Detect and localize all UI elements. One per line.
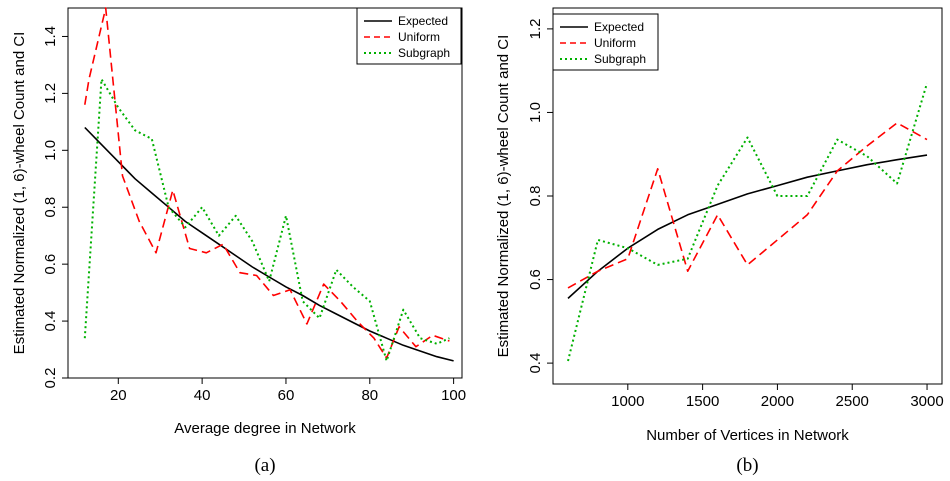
panel-caption: (a) — [254, 455, 275, 476]
x-axis-label: Number of Vertices in Network — [646, 427, 849, 444]
series-line-subgraph — [567, 82, 928, 362]
y-tick-label: 0.6 — [527, 269, 544, 290]
x-tick-label: 60 — [278, 387, 295, 404]
x-tick-label: 20 — [110, 387, 127, 404]
chart-panel-a: 20 40 60 80 100 0.2 0.4 0.6 0.8 1.0 1.2 1.4 Average … — [11, 7, 466, 476]
y-tick-label: 1.4 — [42, 26, 59, 47]
legend: Expected Uniform Subgraph — [552, 13, 659, 71]
legend-label-uniform: Uniform — [594, 36, 636, 50]
series-line-expected — [567, 154, 928, 299]
y-tick-label: 0.4 — [42, 311, 59, 332]
y-tick-label: 0.8 — [527, 186, 544, 207]
x-tick-label: 1000 — [611, 393, 644, 410]
legend-label-subgraph: Subgraph — [398, 46, 450, 60]
legend-label-expected: Expected — [398, 14, 448, 28]
series-line-subgraph — [83, 78, 450, 362]
x-tick-label: 40 — [194, 387, 211, 404]
y-axis-label: Estimated Normalized (1, 6)-wheel Count … — [11, 32, 28, 355]
y-axis-label: Estimated Normalized (1, 6)-wheel Count … — [495, 35, 512, 358]
legend-box — [552, 13, 659, 71]
x-axis-label: Average degree in Network — [174, 420, 356, 437]
y-tick-label: 0.2 — [42, 368, 59, 389]
legend-box — [356, 7, 462, 65]
y-tick-label: 0.6 — [42, 254, 59, 275]
y-tick-label: 1.2 — [527, 18, 544, 39]
x-tick-label: 80 — [361, 387, 378, 404]
x-tick-label: 1500 — [686, 393, 719, 410]
x-tick-label: 100 — [441, 387, 466, 404]
y-tick-label: 0.8 — [42, 197, 59, 218]
y-tick-label: 0.4 — [527, 353, 544, 374]
series-line-expected — [84, 126, 454, 362]
legend: Expected Uniform Subgraph — [356, 7, 462, 65]
x-tick-label: 3000 — [910, 393, 943, 410]
plot-frame — [67, 7, 463, 379]
legend-label-expected: Expected — [594, 20, 644, 34]
x-tick-label: 2000 — [761, 393, 794, 410]
series-line-uniform — [567, 122, 928, 289]
chart-panel-b: 1000 1500 2000 2500 3000 0.4 0.6 0.8 1.0 1.2 Numbe… — [495, 7, 944, 476]
y-tick-label: 1.0 — [42, 140, 59, 161]
legend-label-uniform: Uniform — [398, 30, 440, 44]
panel-caption: (b) — [736, 455, 758, 476]
legend-label-subgraph: Subgraph — [594, 52, 646, 66]
y-tick-label: 1.2 — [42, 83, 59, 104]
y-tick-label: 1.0 — [527, 102, 544, 123]
x-tick-label: 2500 — [836, 393, 869, 410]
